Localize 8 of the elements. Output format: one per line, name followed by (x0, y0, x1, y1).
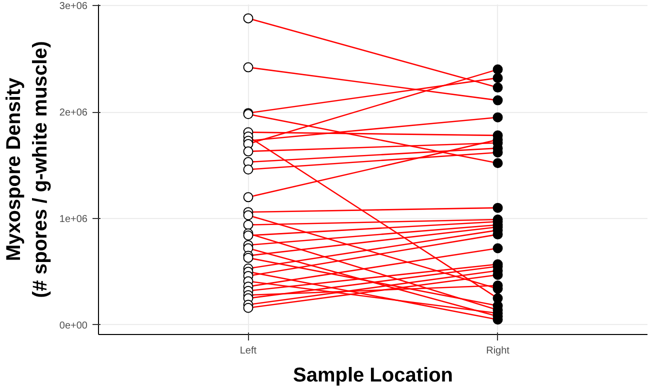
x-tick-label: Left (240, 346, 257, 356)
y-axis-title: Myxospore Density (# spores / g-white muscle) (3, 41, 52, 298)
x-axis-title: Sample Location (292, 364, 454, 386)
x-tick-label: Right (486, 346, 510, 356)
y-tick-label: 2e+06 (59, 108, 88, 119)
y-tick-label: 3e+06 (59, 1, 88, 12)
y-tick-label: 1e+06 (59, 214, 88, 225)
y-tick-label: 0e+00 (59, 320, 88, 332)
